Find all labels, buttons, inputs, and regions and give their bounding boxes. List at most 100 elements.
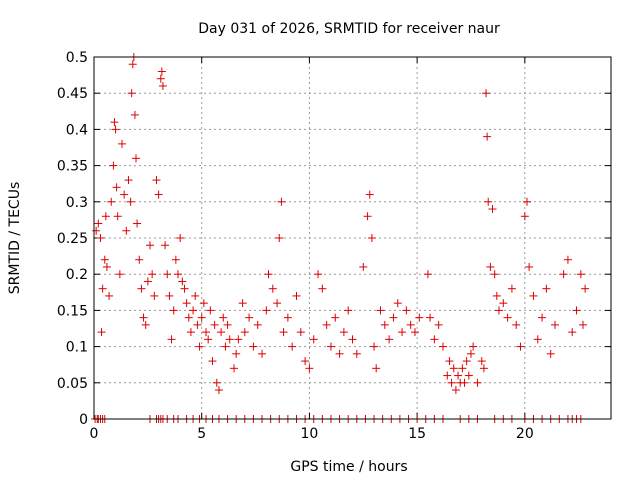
y-tick-label: 0.2 <box>66 267 88 283</box>
data-point <box>533 335 542 344</box>
data-point <box>393 299 402 308</box>
y-tick-label: 0.15 <box>57 303 88 319</box>
data-point <box>568 328 577 337</box>
data-point <box>202 328 211 337</box>
data-point <box>279 328 288 337</box>
data-point <box>314 270 323 279</box>
data-point <box>189 306 198 315</box>
data-point <box>410 328 419 337</box>
data-point <box>529 291 538 300</box>
data-point <box>195 342 204 351</box>
data-point <box>578 320 587 329</box>
data-point <box>163 270 172 279</box>
chart-title: Day 031 of 2026, SRMTID for receiver nau… <box>198 21 500 37</box>
data-point <box>454 371 463 380</box>
data-point <box>559 270 568 279</box>
data-point <box>275 234 284 242</box>
data-point <box>522 197 531 206</box>
data-point <box>184 313 193 322</box>
data-point <box>423 270 432 279</box>
data-point <box>150 291 159 300</box>
data-point <box>109 161 118 170</box>
data-point <box>542 284 551 293</box>
data-point <box>98 284 107 293</box>
data-point <box>484 197 493 206</box>
data-point <box>507 284 516 293</box>
data-point <box>264 270 273 279</box>
data-point <box>156 74 165 83</box>
data-point <box>483 132 492 141</box>
data-point <box>449 364 458 373</box>
data-point <box>402 306 411 315</box>
data-point <box>512 320 521 329</box>
axis-ticks: 0 0.05 0.1 0.15 0.2 0.25 0.3 0.35 0.4 0.45 0.5 0 5 10… <box>57 50 611 442</box>
data-point <box>92 226 101 235</box>
data-point <box>96 234 105 242</box>
data-point <box>464 371 473 380</box>
data-point <box>94 219 103 228</box>
data-point <box>490 270 499 279</box>
data-point <box>380 320 389 329</box>
data-point <box>101 212 110 221</box>
data-point <box>253 320 262 329</box>
data-point <box>130 110 139 119</box>
data-point <box>165 291 174 300</box>
data-point <box>219 313 228 322</box>
x-axis-label: GPS time / hours <box>290 459 407 475</box>
data-point <box>477 357 486 366</box>
data-point <box>141 320 150 329</box>
data-point <box>126 197 135 206</box>
data-point <box>186 328 195 337</box>
data-point <box>339 328 348 337</box>
grid-lines <box>94 57 611 419</box>
data-point <box>133 219 142 228</box>
y-tick-label: 0.1 <box>66 340 88 356</box>
data-point <box>492 291 501 300</box>
data-point <box>124 176 133 185</box>
data-point <box>576 270 585 279</box>
data-point <box>296 328 305 337</box>
data-point <box>110 118 119 127</box>
data-point <box>451 386 460 395</box>
data-point <box>182 299 191 308</box>
data-point <box>363 212 372 221</box>
data-point <box>115 270 124 279</box>
data-point <box>520 212 529 221</box>
data-point <box>262 306 271 315</box>
y-tick-label: 0.3 <box>66 195 88 211</box>
data-point <box>258 349 267 358</box>
data-point <box>105 291 114 300</box>
data-point <box>225 335 234 344</box>
data-point <box>538 313 547 322</box>
y-tick-label: 0.05 <box>57 376 88 392</box>
data-point <box>139 313 148 322</box>
data-point <box>348 335 357 344</box>
data-point <box>344 306 353 315</box>
data-point <box>473 378 482 387</box>
data-point <box>326 342 335 351</box>
data-point <box>193 320 202 329</box>
data-point <box>176 234 185 242</box>
data-point <box>122 226 131 235</box>
data-point <box>120 190 129 199</box>
data-point <box>100 255 109 264</box>
data-point <box>385 335 394 344</box>
data-point <box>268 284 277 293</box>
data-point <box>97 328 106 337</box>
data-point <box>238 299 247 308</box>
data-point <box>479 364 488 373</box>
data-point <box>486 262 495 271</box>
data-point <box>240 328 249 337</box>
data-point <box>447 378 456 387</box>
data-point <box>102 262 111 271</box>
data-point <box>430 335 439 344</box>
y-axis-label: SRMTID / TECUs <box>7 182 23 295</box>
data-point <box>503 313 512 322</box>
data-point <box>318 284 327 293</box>
data-point <box>460 378 469 387</box>
data-point <box>178 277 187 286</box>
data-point <box>563 255 572 264</box>
data-point <box>132 154 141 163</box>
data-point <box>212 378 221 387</box>
